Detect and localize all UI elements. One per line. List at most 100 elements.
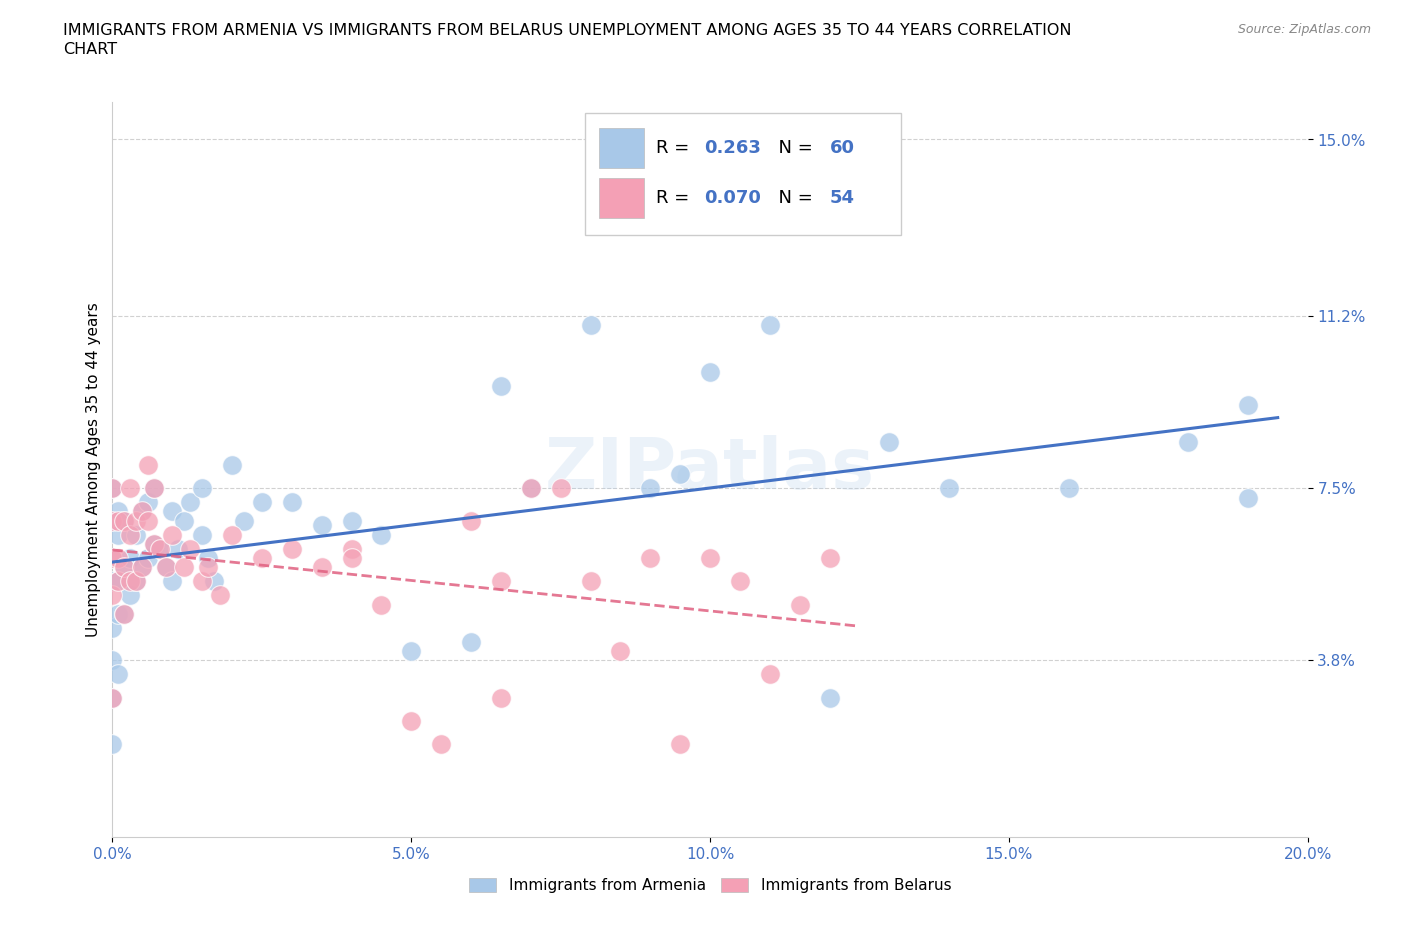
FancyBboxPatch shape <box>585 113 901 234</box>
Point <box>162 574 183 589</box>
Point <box>281 541 304 556</box>
Point <box>609 644 631 658</box>
Point <box>640 551 662 565</box>
Point <box>401 713 423 728</box>
Point <box>143 481 166 496</box>
Point <box>101 481 124 496</box>
Text: N =: N = <box>768 139 818 157</box>
Point <box>191 527 214 542</box>
Point <box>202 574 225 589</box>
Point <box>114 513 135 528</box>
Point <box>759 667 782 682</box>
Point <box>101 551 124 565</box>
Point <box>221 527 243 542</box>
Point <box>125 574 148 589</box>
Point <box>101 690 124 705</box>
Point <box>250 495 273 510</box>
Text: R =: R = <box>657 189 695 206</box>
Point <box>1237 397 1260 412</box>
Point <box>489 690 512 705</box>
Text: 0.070: 0.070 <box>704 189 761 206</box>
Point <box>197 551 219 565</box>
Text: N =: N = <box>768 189 818 206</box>
Point <box>107 574 129 589</box>
Point <box>114 560 135 575</box>
Point <box>370 597 392 612</box>
Point <box>120 588 142 603</box>
Point <box>281 495 304 510</box>
Point <box>179 495 201 510</box>
Point <box>167 541 190 556</box>
Point <box>107 513 129 528</box>
Point <box>233 513 256 528</box>
Point <box>125 574 148 589</box>
Point <box>579 574 602 589</box>
Point <box>107 527 129 542</box>
Point <box>114 606 135 621</box>
Point <box>155 560 177 575</box>
Point <box>311 518 333 533</box>
Point <box>460 634 482 649</box>
Point <box>125 527 148 542</box>
Point <box>101 737 124 751</box>
Point <box>728 574 751 589</box>
Point <box>197 560 219 575</box>
Point <box>125 513 148 528</box>
Point <box>401 644 423 658</box>
Point <box>1057 481 1080 496</box>
Text: IMMIGRANTS FROM ARMENIA VS IMMIGRANTS FROM BELARUS UNEMPLOYMENT AMONG AGES 35 TO: IMMIGRANTS FROM ARMENIA VS IMMIGRANTS FR… <box>63 23 1071 38</box>
Text: Source: ZipAtlas.com: Source: ZipAtlas.com <box>1237 23 1371 36</box>
Point <box>1237 490 1260 505</box>
Point <box>699 365 721 379</box>
Point <box>107 574 129 589</box>
Text: R =: R = <box>657 139 695 157</box>
Point <box>789 597 811 612</box>
Point <box>101 513 124 528</box>
Point <box>520 481 543 496</box>
Point <box>430 737 453 751</box>
Point <box>162 527 183 542</box>
Text: 60: 60 <box>830 139 855 157</box>
Point <box>221 458 243 472</box>
Point <box>191 574 214 589</box>
Point <box>489 574 512 589</box>
Point <box>938 481 960 496</box>
Point <box>179 541 201 556</box>
Point <box>173 513 195 528</box>
Point <box>209 588 232 603</box>
Text: 54: 54 <box>830 189 855 206</box>
Point <box>143 537 166 551</box>
Point <box>131 560 153 575</box>
Point <box>370 527 392 542</box>
Point <box>101 551 124 565</box>
FancyBboxPatch shape <box>599 128 644 168</box>
Point <box>579 318 602 333</box>
Y-axis label: Unemployment Among Ages 35 to 44 years: Unemployment Among Ages 35 to 44 years <box>86 302 101 637</box>
Legend: Immigrants from Armenia, Immigrants from Belarus: Immigrants from Armenia, Immigrants from… <box>463 871 957 899</box>
Point <box>155 560 177 575</box>
Point <box>101 481 124 496</box>
Point <box>489 379 512 393</box>
Point <box>101 513 124 528</box>
Point <box>138 458 160 472</box>
Point <box>107 667 129 682</box>
Point <box>699 551 721 565</box>
Point <box>101 574 124 589</box>
Point <box>114 606 135 621</box>
Point <box>191 481 214 496</box>
Point <box>138 513 160 528</box>
Point <box>114 513 135 528</box>
Point <box>120 574 142 589</box>
Point <box>818 551 841 565</box>
Point <box>149 541 172 556</box>
Point <box>138 495 160 510</box>
Point <box>131 560 153 575</box>
Point <box>101 653 124 668</box>
Point <box>340 541 363 556</box>
Point <box>640 481 662 496</box>
Point <box>107 551 129 565</box>
Point <box>520 481 543 496</box>
Point <box>1177 434 1199 449</box>
Point <box>818 690 841 705</box>
Point <box>101 690 124 705</box>
